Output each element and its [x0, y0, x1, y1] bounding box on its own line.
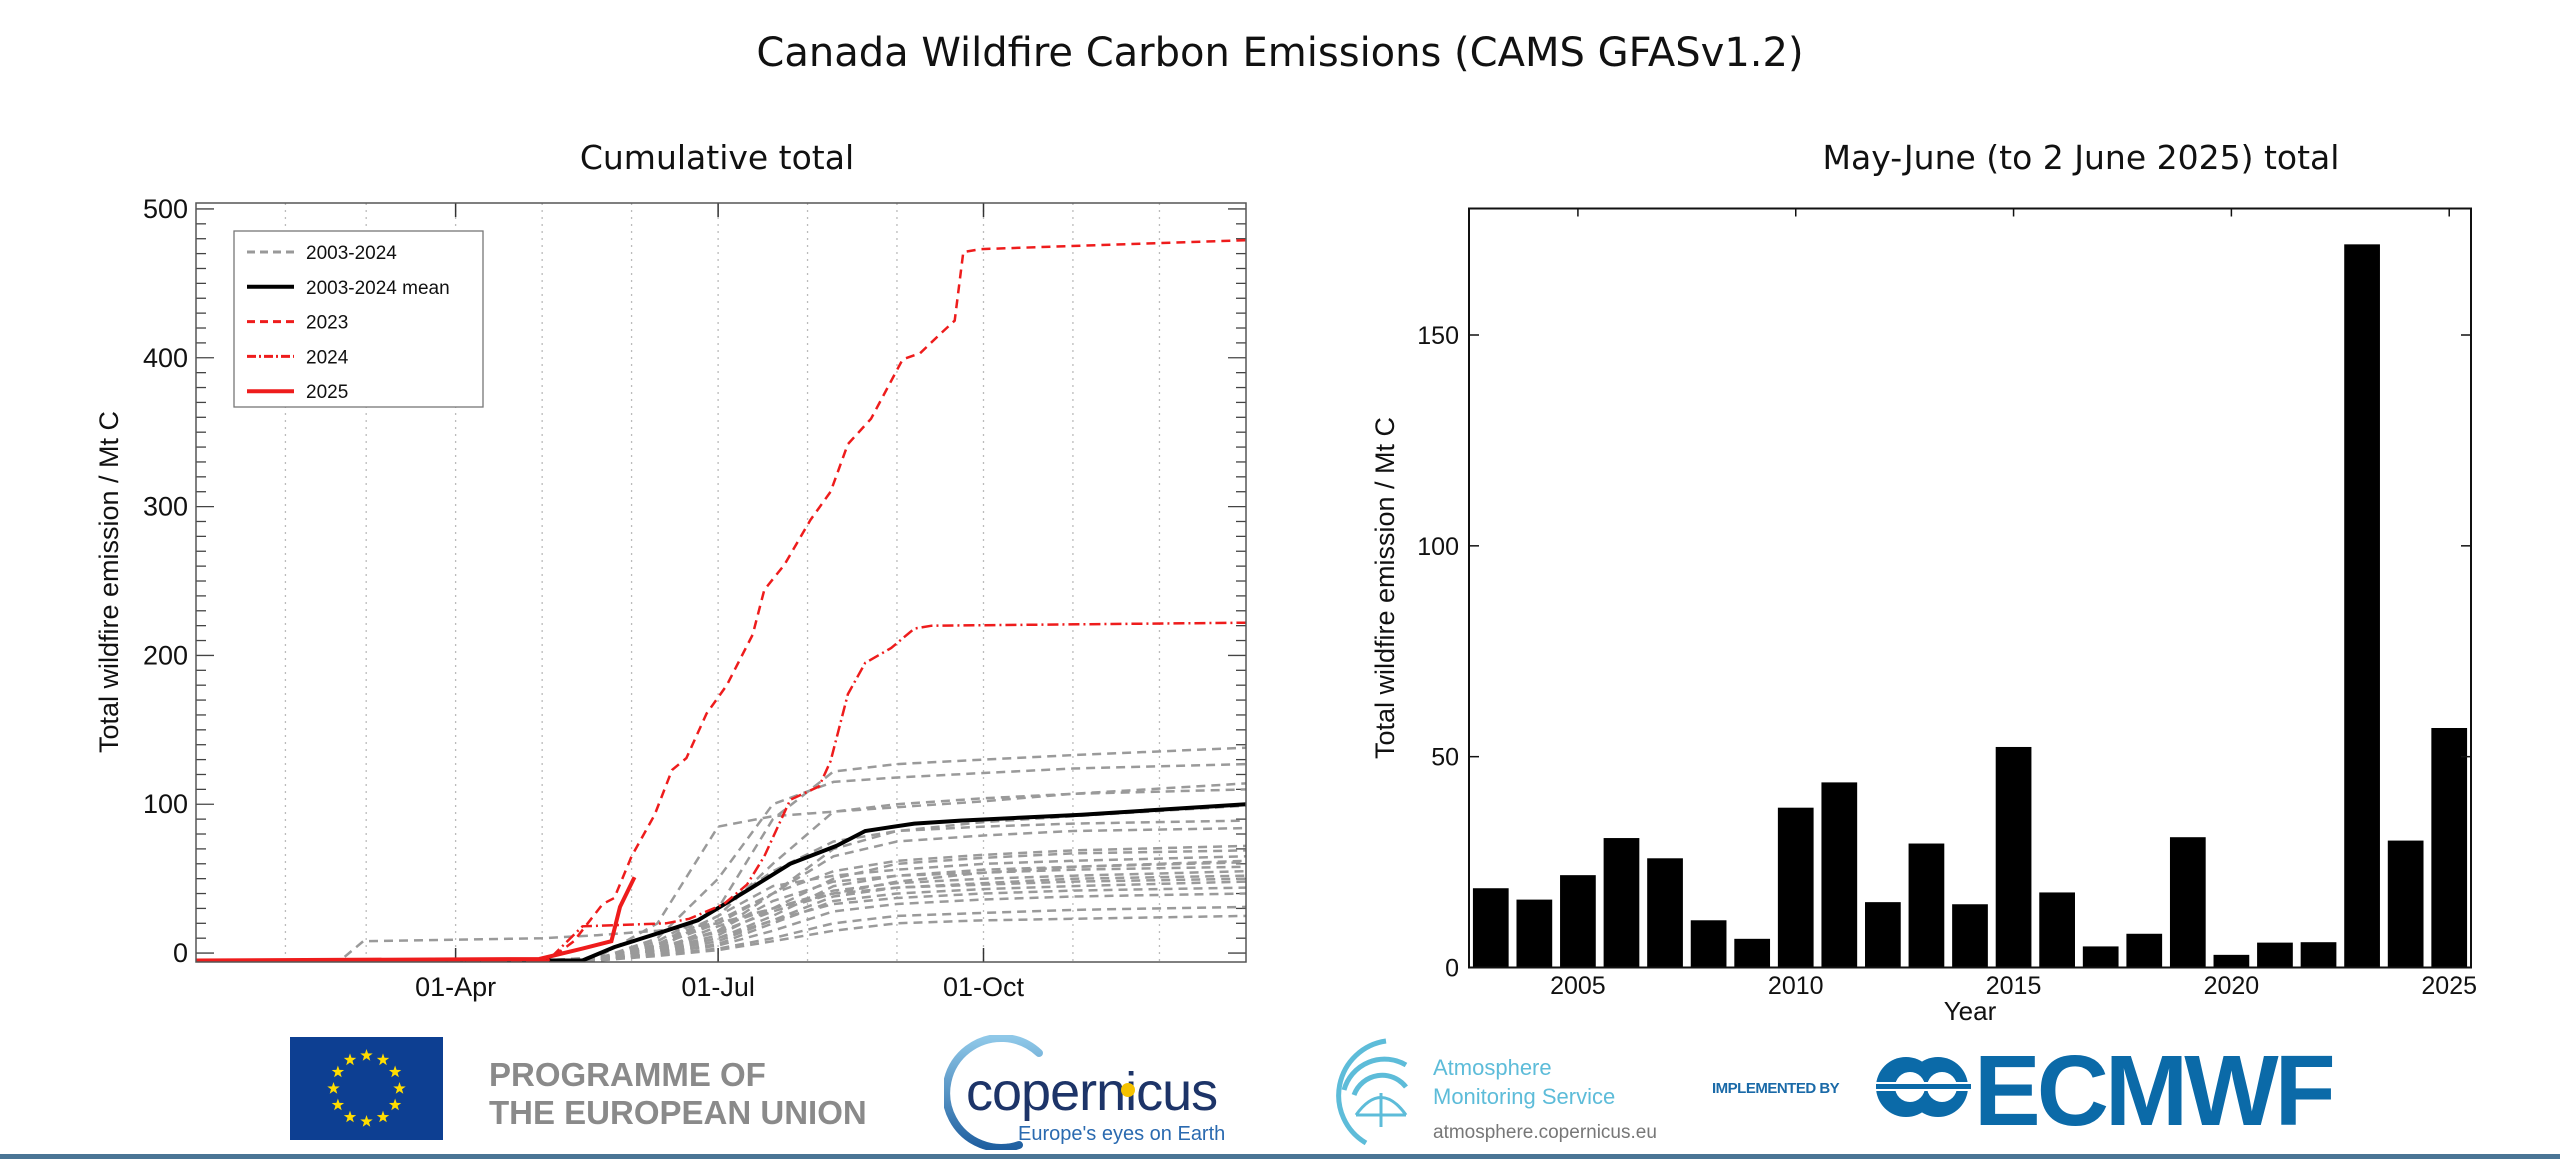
bar-2013 [1908, 843, 1945, 968]
right-chart-title: May-June (to 2 June 2025) total [1822, 138, 2340, 177]
bar-2019 [2169, 837, 2206, 968]
bar-2020 [2213, 954, 2250, 968]
bar-2015 [1995, 746, 2032, 968]
legend-box [233, 230, 484, 408]
cams-line1: Atmosphere [1433, 1055, 1552, 1080]
bar-2010 [1777, 807, 1814, 968]
x-tick-label: 01-Apr [415, 972, 496, 1002]
eu-star-icon [376, 1053, 390, 1066]
legend-label: 2024 [306, 347, 349, 368]
cams-url: atmosphere.copernicus.eu [1433, 1122, 1657, 1143]
bar-2023 [2344, 244, 2380, 968]
series-line-2025 [195, 876, 637, 963]
bar-2024 [2387, 840, 2424, 968]
y-tick-label: 100 [1417, 533, 1459, 561]
left-chart-title: Cumulative total [579, 138, 855, 177]
y-tick-label: 400 [143, 343, 188, 373]
x-tick-label: 2015 [1986, 972, 2042, 1000]
legend-label: 2023 [306, 313, 348, 334]
bar-2009 [1734, 938, 1771, 968]
x-tick-label: 2025 [2421, 972, 2477, 1000]
copernicus-wordmark: copernicus [966, 1062, 1218, 1122]
left-y-axis-label: Total wildfire emission / Mt C [94, 411, 124, 753]
bottom-bar [0, 1154, 2560, 1159]
eu-star-icon [331, 1065, 345, 1078]
bar-chart: 0 50 100 150 2005 2010 2015 2020 2025 [1417, 207, 2477, 1000]
series-line-2024 [196, 621, 1247, 962]
x-tick-label: 01-Oct [943, 972, 1025, 1002]
copernicus-dot-icon [1121, 1083, 1135, 1097]
plot-frame [195, 202, 1247, 963]
eu-flag [290, 1037, 443, 1140]
bar-2012 [1865, 902, 1901, 968]
y-tick-label: 200 [143, 640, 188, 670]
y-tick-label: 300 [143, 492, 188, 522]
copernicus-tagline: Europe's eyes on Earth [1018, 1123, 1226, 1145]
y-tick-label: 0 [173, 938, 188, 968]
cams-globe-icon [1336, 1038, 1408, 1146]
series-line-2003-2024-mean [196, 802, 1247, 963]
y-tick-label: 500 [143, 194, 188, 224]
right-x-axis-label: Year [1944, 996, 1997, 1026]
bar-2022 [2300, 942, 2337, 968]
bar-2011 [1821, 782, 1858, 968]
bar-2018 [2126, 933, 2163, 968]
main-title: Canada Wildfire Carbon Emissions (CAMS G… [756, 30, 1804, 76]
x-tick-label: 2010 [1768, 972, 1824, 1000]
eu-star-icon [388, 1065, 402, 1078]
eu-programme-text: PROGRAMME OF THE EUROPEAN UNION [489, 1056, 867, 1132]
legend: 2003-2024 2003-2024 mean 2023 2024 2025 [233, 230, 484, 408]
bar-2021 [2257, 942, 2293, 968]
bar-2005 [1560, 875, 1596, 968]
bar-2006 [1603, 838, 1640, 968]
bar-2016 [2039, 892, 2075, 968]
y-tick-label: 150 [1417, 322, 1459, 350]
legend-label: 2025 [306, 382, 348, 403]
y-tick-label: 100 [143, 789, 188, 819]
series-line-individual-year [196, 859, 1247, 962]
eu-text-line1: PROGRAMME OF [489, 1056, 766, 1093]
bar-2007 [1647, 858, 1683, 968]
cams-logo: Atmosphere Monitoring Service atmosphere… [1326, 1035, 1657, 1150]
ecmwf-logo: ECMWF [1876, 1035, 2336, 1147]
bar-2004 [1516, 899, 1553, 968]
right-y-axis-label: Total wildfire emission / Mt C [1370, 417, 1400, 759]
x-tick-label: 2020 [2204, 972, 2260, 1000]
eu-star-icon [388, 1098, 402, 1111]
cumulative-chart: 0 100 200 300 400 500 01-Apr 01-Jul 01-Oct 2003-2… [143, 194, 1247, 1002]
y-tick-label: 50 [1431, 744, 1459, 772]
legend-label: 2003-2024 mean [306, 278, 450, 299]
eu-star-icon [331, 1098, 345, 1111]
x-tick-label: 2005 [1550, 972, 1606, 1000]
plot-frame [1468, 207, 2472, 969]
cams-line2: Monitoring Service [1433, 1084, 1616, 1109]
ecmwf-wordmark: ECMWF [1974, 1035, 2336, 1147]
legend-label: 2003-2024 [306, 243, 397, 264]
bar-2003 [1472, 888, 1509, 968]
ecmwf-symbol-icon [1876, 1057, 1971, 1117]
eu-text-line2: THE EUROPEAN UNION [489, 1094, 867, 1131]
bar-2017 [2082, 946, 2119, 968]
eu-star-icon [327, 1082, 340, 1094]
eu-stars-icon [327, 1049, 406, 1127]
copernicus-arc-icon [944, 1035, 1043, 1150]
eu-star-icon [343, 1110, 357, 1123]
x-tick-label: 01-Jul [681, 972, 755, 1002]
eu-star-icon [360, 1049, 373, 1061]
implemented-by-text: IMPLEMENTED BY [1712, 1080, 1840, 1097]
bar-2008 [1690, 920, 1727, 968]
eu-star-icon [343, 1053, 357, 1066]
eu-star-icon [360, 1115, 373, 1127]
y-tick-label: 0 [1445, 955, 1459, 983]
bar-2025 [2431, 727, 2468, 968]
bar-2014 [1952, 904, 1988, 968]
copernicus-logo: copernicus Europe's eyes on Earth [944, 1035, 1244, 1150]
eu-star-icon [376, 1110, 390, 1123]
eu-star-icon [393, 1082, 406, 1094]
